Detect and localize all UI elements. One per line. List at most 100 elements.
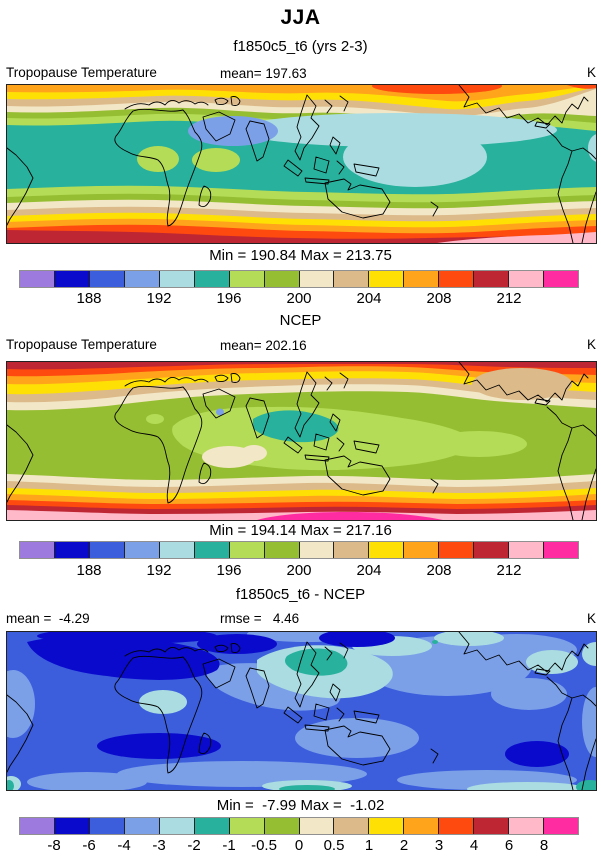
variable-label-model: Tropopause Temperature: [6, 65, 157, 80]
season-title: JJA: [280, 6, 321, 29]
colorbar-cell: [158, 271, 194, 287]
colorbar-cell: [298, 271, 334, 287]
colorbar-cell: [123, 542, 159, 558]
colorbar-ticks-diff: -8 -6 -4 -3 -2 -1 -0.5 0 0.5 1 2 3 4 6 8: [19, 837, 579, 855]
colorbar-cell: [333, 818, 369, 834]
colorbar-cell: [543, 818, 578, 834]
colorbar-cell: [508, 271, 544, 287]
colorbar-cell: [123, 818, 159, 834]
panel-title-diff: f1850c5_t6 - NCEP: [235, 586, 366, 603]
colorbar-cell: [508, 818, 544, 834]
mean-value-model: mean= 197.63: [220, 66, 307, 81]
colorbar-cell: [228, 818, 264, 834]
colorbar-ncep: [19, 541, 579, 559]
minmax-label-diff: Min = -7.99 Max = -1.02: [216, 797, 385, 814]
colorbar-cell: [123, 271, 159, 287]
colorbar-cell: [193, 271, 229, 287]
ncep-map-svg: [7, 362, 596, 520]
colorbar-tick-label: -4: [117, 837, 131, 854]
units-label-model: K: [586, 65, 596, 80]
difference-map-svg: [7, 632, 596, 790]
colorbar-tick-label: 0.5: [323, 837, 345, 854]
colorbar-tick-label: -1: [222, 837, 236, 854]
colorbar-tick-label: 196: [216, 562, 242, 579]
colorbar-tick-label: 204: [356, 290, 382, 307]
colorbar-tick-label: 196: [216, 290, 242, 307]
colorbar-tick-label: 212: [496, 562, 522, 579]
colorbar-cell: [473, 271, 509, 287]
colorbar-cell: [298, 542, 334, 558]
units-label-diff: K: [586, 611, 596, 626]
colorbar-cell: [263, 818, 299, 834]
colorbar-tick-label: -0.5: [251, 837, 277, 854]
colorbar-cell: [333, 271, 369, 287]
colorbar-ticks-model: 188 192 196 200 204 208 212: [19, 290, 579, 308]
colorbar-cell: [438, 542, 474, 558]
colorbar-tick-label: 188: [76, 562, 102, 579]
colorbar-tick-label: 208: [426, 290, 452, 307]
colorbar-cell: [368, 271, 404, 287]
mean-value-ncep: mean= 202.16: [220, 338, 307, 353]
colorbar-tick-label: 4: [469, 837, 479, 854]
colorbar-cell: [53, 542, 89, 558]
panel-title-ncep: NCEP: [279, 312, 322, 329]
colorbar-cell: [333, 542, 369, 558]
colorbar-cell: [298, 818, 334, 834]
colorbar-cell: [158, 542, 194, 558]
colorbar-cell: [158, 818, 194, 834]
colorbar-cell: [473, 818, 509, 834]
colorbar-cell: [263, 271, 299, 287]
colorbar-tick-label: 1: [364, 837, 374, 854]
colorbar-cell: [403, 271, 439, 287]
colorbar-tick-label: 200: [286, 562, 312, 579]
colorbar-cell: [88, 542, 124, 558]
mean-value-diff: mean = -4.29: [6, 611, 90, 626]
colorbar-diff: [19, 817, 579, 835]
colorbar-cell: [438, 271, 474, 287]
colorbar-cell: [228, 271, 264, 287]
colorbar-tick-label: 0: [294, 837, 304, 854]
colorbar-cell: [263, 542, 299, 558]
minmax-label-model: Min = 190.84 Max = 213.75: [209, 247, 392, 264]
colorbar-cell: [88, 271, 124, 287]
colorbar-cell: [368, 818, 404, 834]
colorbar-tick-label: 8: [539, 837, 549, 854]
minmax-label-ncep: Min = 194.14 Max = 217.16: [209, 522, 392, 539]
colorbar-cell: [53, 271, 89, 287]
colorbar-cell: [473, 542, 509, 558]
colorbar-tick-label: 6: [504, 837, 514, 854]
colorbar-cell: [368, 542, 404, 558]
ncep-map: [6, 361, 597, 521]
difference-map: [6, 631, 597, 791]
colorbar-tick-label: 192: [146, 290, 172, 307]
colorbar-cell: [193, 542, 229, 558]
colorbar-cell: [228, 542, 264, 558]
colorbar-cell: [20, 271, 54, 287]
model-map: [6, 84, 597, 244]
colorbar-cell: [403, 818, 439, 834]
colorbar-cell: [438, 818, 474, 834]
model-map-svg: [7, 85, 596, 243]
colorbar-cell: [543, 542, 578, 558]
colorbar-tick-label: 188: [76, 290, 102, 307]
colorbar-cell: [543, 271, 578, 287]
colorbar-tick-label: -3: [152, 837, 166, 854]
units-label-ncep: K: [586, 337, 596, 352]
colorbar-cell: [88, 818, 124, 834]
colorbar-tick-label: 200: [286, 290, 312, 307]
colorbar-cell: [403, 542, 439, 558]
colorbar-tick-label: 208: [426, 562, 452, 579]
colorbar-tick-label: 2: [399, 837, 409, 854]
colorbar-cell: [508, 542, 544, 558]
rmse-value-diff: rmse = 4.46: [220, 611, 300, 626]
colorbar-tick-label: 3: [434, 837, 444, 854]
case-subtitle: f1850c5_t6 (yrs 2-3): [233, 38, 368, 55]
variable-label-ncep: Tropopause Temperature: [6, 337, 157, 352]
colorbar-tick-label: 204: [356, 562, 382, 579]
colorbar-cell: [53, 818, 89, 834]
colorbar-model: [19, 270, 579, 288]
colorbar-tick-label: -8: [47, 837, 61, 854]
colorbar-cell: [193, 818, 229, 834]
colorbar-tick-label: -6: [82, 837, 96, 854]
